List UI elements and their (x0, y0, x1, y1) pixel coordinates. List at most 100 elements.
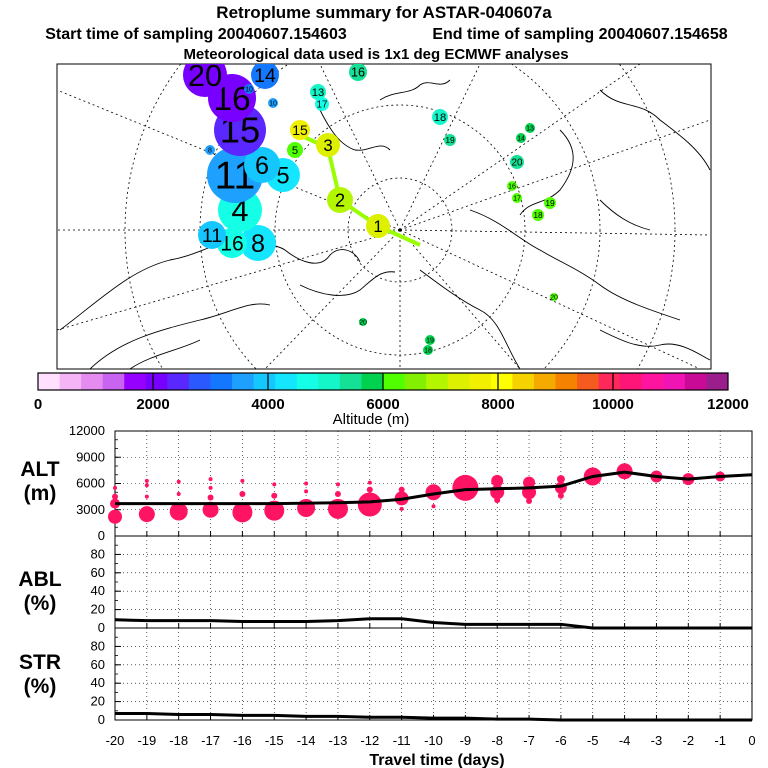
plume-cluster-circle (183, 64, 227, 97)
alt-label: ALT (20, 458, 59, 481)
colorbar-cell (145, 373, 168, 390)
plume-cluster-circle (532, 209, 544, 221)
plume-cluster-circle (198, 221, 226, 249)
plume-cluster-number: 18 (424, 347, 432, 354)
alt-scatter-point (556, 475, 565, 484)
colorbar-cell (663, 373, 686, 390)
plume-cluster-circle (544, 197, 556, 209)
plume-cluster-number: 16 (508, 183, 516, 190)
plume-cluster-number: 13 (312, 87, 324, 99)
x-tick-label: -19 (137, 733, 156, 748)
colorbar-cell (426, 373, 449, 390)
alt-scatter-point (557, 492, 564, 499)
colorbar-cell (188, 373, 211, 390)
alt-scatter-point (452, 474, 479, 501)
colorbar-cell (167, 373, 190, 390)
alt-scatter-point (207, 494, 214, 501)
plume-cluster-number: 16 (351, 65, 365, 79)
colorbar-cell (577, 373, 600, 390)
plume-cluster-circle (287, 142, 303, 158)
alt-ytick-label: 6000 (76, 476, 105, 491)
alt-scatter-point (398, 486, 405, 493)
x-axis-ticks: -20 -19 -18 -17 -16 -15 -14 -13 -12 -11 -10 -9 -8 -7-… (106, 733, 756, 748)
plume-cluster-circle (423, 345, 433, 355)
alt-scatter-point (208, 485, 213, 490)
alt-scatter-point (138, 506, 155, 523)
colorbar-cell (383, 373, 406, 390)
colorbar-tick-label: 10000 (592, 396, 634, 413)
abl-ytick-label: 20 (91, 602, 105, 617)
altitude-colorbar: 0 2000 4000 6000 8000 10000 12000 Altitude (m) (34, 372, 749, 428)
plume-cluster-circle (366, 214, 390, 238)
colorbar-cell (59, 373, 82, 390)
colorbar-cell (512, 373, 535, 390)
alt-scatter-point (144, 478, 149, 483)
alt-scatter-point (335, 482, 340, 487)
alt-scatter-point (399, 506, 404, 511)
alt-scatter-point (176, 479, 181, 484)
plume-cluster-number: 6 (255, 152, 269, 180)
plume-cluster-circle (525, 123, 535, 133)
colorbar-tick-label: 12000 (707, 396, 749, 413)
colorbar-cell (706, 373, 729, 390)
x-tick-label: -18 (169, 733, 188, 748)
x-tick-label: -17 (201, 733, 220, 748)
colorbar-cell (361, 373, 384, 390)
alt-ytick-label: 0 (98, 528, 105, 543)
colorbar-cells (38, 373, 729, 390)
plume-cluster-circle (507, 181, 517, 191)
colorbar-cell (404, 373, 427, 390)
plume-cluster-circle (290, 120, 310, 140)
str-series-line (115, 712, 752, 722)
x-tick-label: -20 (106, 733, 125, 748)
str-frame (114, 627, 753, 721)
plume-cluster-number: 5 (276, 162, 289, 189)
start-time-text: Start time of sampling 20040607.154603 (45, 26, 347, 43)
alt-scatter-point (112, 493, 118, 500)
met-data-text: Meteorological data used is 1x1 deg ECMW… (183, 46, 568, 63)
end-time-text: End time of sampling 20040607.154658 (432, 26, 727, 43)
alt-scatter-point (239, 491, 246, 497)
x-tick-label: -11 (393, 733, 411, 748)
abl-panel: 0 20 40 60 80 (91, 535, 753, 635)
plume-cluster-number: 10 (269, 100, 277, 107)
plume-cluster-number: 20 (512, 157, 523, 168)
plume-cluster-circle (516, 133, 526, 143)
plume-cluster-number: 13 (526, 125, 534, 132)
x-tick-label: -6 (555, 733, 567, 748)
colorbar-cell (124, 373, 147, 390)
x-tick-label: -14 (297, 733, 316, 748)
alt-scatter-point (108, 509, 122, 524)
alt-scatter-point (176, 492, 181, 496)
plume-cluster-number: 15 (292, 122, 308, 138)
str-ytick-label: 0 (98, 712, 105, 727)
plume-cluster-circle (205, 145, 215, 155)
abl-ytick-label: 60 (91, 565, 105, 580)
plume-cluster-circle (510, 155, 524, 169)
x-tick-label: -3 (651, 733, 663, 748)
x-tick-label: -13 (329, 733, 348, 748)
abl-unit: (%) (24, 592, 57, 615)
alt-scatter-point (431, 504, 436, 509)
alt-scatter-point (202, 501, 219, 518)
colorbar-label: Altitude (m) (333, 411, 410, 428)
colorbar-cell (620, 373, 643, 390)
colorbar-cell (555, 373, 578, 390)
str-ytick-label: 80 (91, 638, 105, 653)
colorbar-tick-label: 6000 (366, 396, 399, 413)
abl-frame (114, 535, 753, 629)
alt-ytick-label: 12000 (69, 423, 105, 438)
alt-series-line (115, 470, 753, 506)
str-unit: (%) (24, 675, 57, 698)
plume-cluster-circle (444, 134, 456, 146)
figure-title: Retroplume summary for ASTAR-040607a (216, 3, 552, 22)
plume-cluster-number: 20 (550, 294, 558, 301)
alt-scatter-point (304, 481, 309, 486)
plume-cluster-number: 16 (220, 232, 243, 255)
colorbar-tick-label: 0 (34, 396, 42, 413)
alt-scatter-point (460, 475, 471, 486)
